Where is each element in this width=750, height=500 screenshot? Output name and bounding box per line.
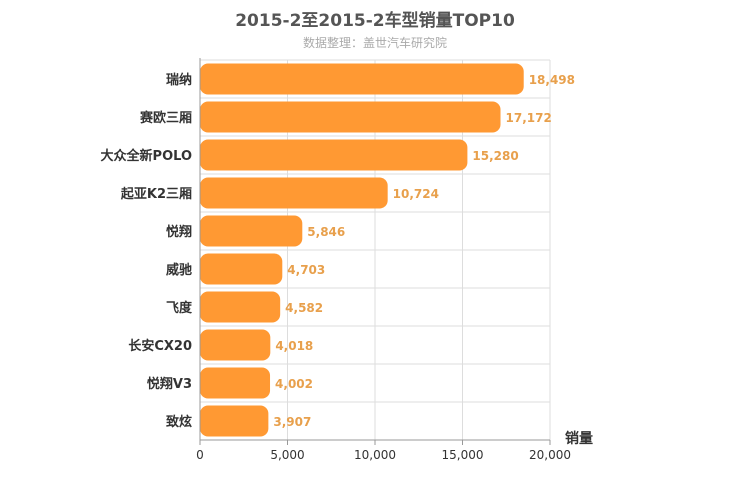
bar bbox=[200, 139, 468, 171]
category-label: 起亚K2三厢 bbox=[120, 186, 192, 202]
category-label: 大众全新POLO bbox=[101, 148, 192, 164]
x-tick-label: 20,000 bbox=[529, 448, 571, 462]
labels: 瑞纳 18,498 赛欧三厢 17,172 大众全新POLO 15,280 起亚K2三厢 10… bbox=[101, 72, 575, 430]
bar bbox=[200, 405, 269, 437]
value-label: 10,724 bbox=[393, 187, 439, 201]
x-tick-label: 10,000 bbox=[354, 448, 396, 462]
x-tick-label: 15,000 bbox=[442, 448, 484, 462]
category-label: 威驰 bbox=[166, 262, 192, 278]
category-label: 飞度 bbox=[166, 300, 193, 316]
bar bbox=[200, 177, 388, 209]
chart-title: 2015-2至2015-2车型销量TOP10 bbox=[235, 11, 515, 31]
bar bbox=[200, 329, 271, 361]
value-label: 3,907 bbox=[273, 415, 311, 429]
value-label: 4,703 bbox=[287, 263, 325, 277]
bar bbox=[200, 215, 303, 247]
value-label: 18,498 bbox=[529, 73, 575, 87]
x-tick-label: 0 bbox=[196, 448, 204, 462]
category-label: 悦翔 bbox=[166, 224, 192, 240]
category-label: 致炫 bbox=[166, 414, 192, 430]
value-label: 5,846 bbox=[307, 225, 345, 239]
category-label: 瑞纳 bbox=[166, 72, 192, 88]
category-label: 长安CX20 bbox=[128, 338, 192, 354]
bar-series bbox=[200, 63, 524, 437]
value-label: 4,018 bbox=[275, 339, 313, 353]
bar bbox=[200, 253, 283, 285]
bar bbox=[200, 101, 501, 133]
bar bbox=[200, 367, 271, 399]
value-label: 15,280 bbox=[472, 149, 518, 163]
x-tick-label: 5,000 bbox=[270, 448, 304, 462]
chart-subtitle: 数据整理：盖世汽车研究院 bbox=[302, 36, 447, 50]
category-label: 赛欧三厢 bbox=[139, 110, 192, 126]
value-label: 4,002 bbox=[275, 377, 313, 391]
x-axis-title: 销量 bbox=[565, 430, 593, 447]
bar bbox=[200, 63, 524, 95]
bar bbox=[200, 291, 281, 323]
value-label: 4,582 bbox=[285, 301, 323, 315]
value-label: 17,172 bbox=[506, 111, 552, 125]
category-label: 悦翔V3 bbox=[147, 376, 192, 392]
